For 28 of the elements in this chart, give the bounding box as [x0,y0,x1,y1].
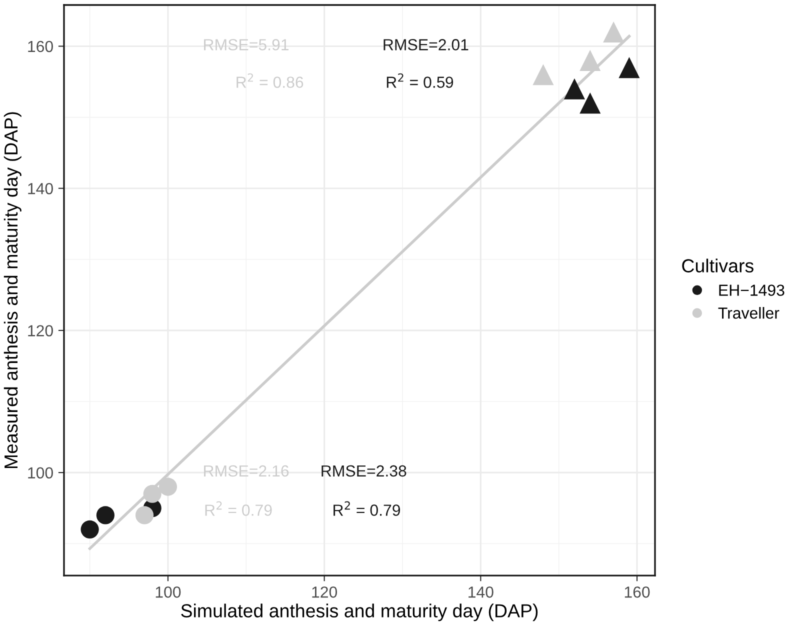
point [80,520,99,538]
point [143,484,162,503]
point [96,506,114,524]
point [580,50,601,71]
x-tick-label: 160 [624,586,650,598]
annotation: R$^{2}$ = 0.79 [334,501,400,516]
x-tick-label: 100 [156,586,181,598]
x-tick-label: 140 [468,586,494,598]
point [158,478,178,496]
legend-label: EH−1493 [719,284,784,296]
point [532,64,554,86]
y-axis-title: Measured anthesis and maturity day (DAP) [4,112,22,468]
legend-label: Traveller [718,307,780,319]
point [564,78,586,100]
point [135,506,154,524]
x-axis-title: Simulated anthesis and maturity day (DAP) [181,604,538,622]
y-tick-label: 140 [28,182,53,194]
annotation: RMSE=2.01 [384,39,468,50]
point [580,92,601,114]
y-tick-label: 160 [28,40,53,52]
x-tick-label: 120 [312,586,338,598]
legend-title: Cultivars [682,258,754,272]
y-tick-label: 100 [28,467,53,479]
point [603,21,624,43]
y-tick-label: 120 [28,325,53,336]
point [618,57,640,78]
annotation: R$^{2}$ = 0.59 [386,73,454,88]
annotation: RMSE=2.38 [322,465,406,477]
